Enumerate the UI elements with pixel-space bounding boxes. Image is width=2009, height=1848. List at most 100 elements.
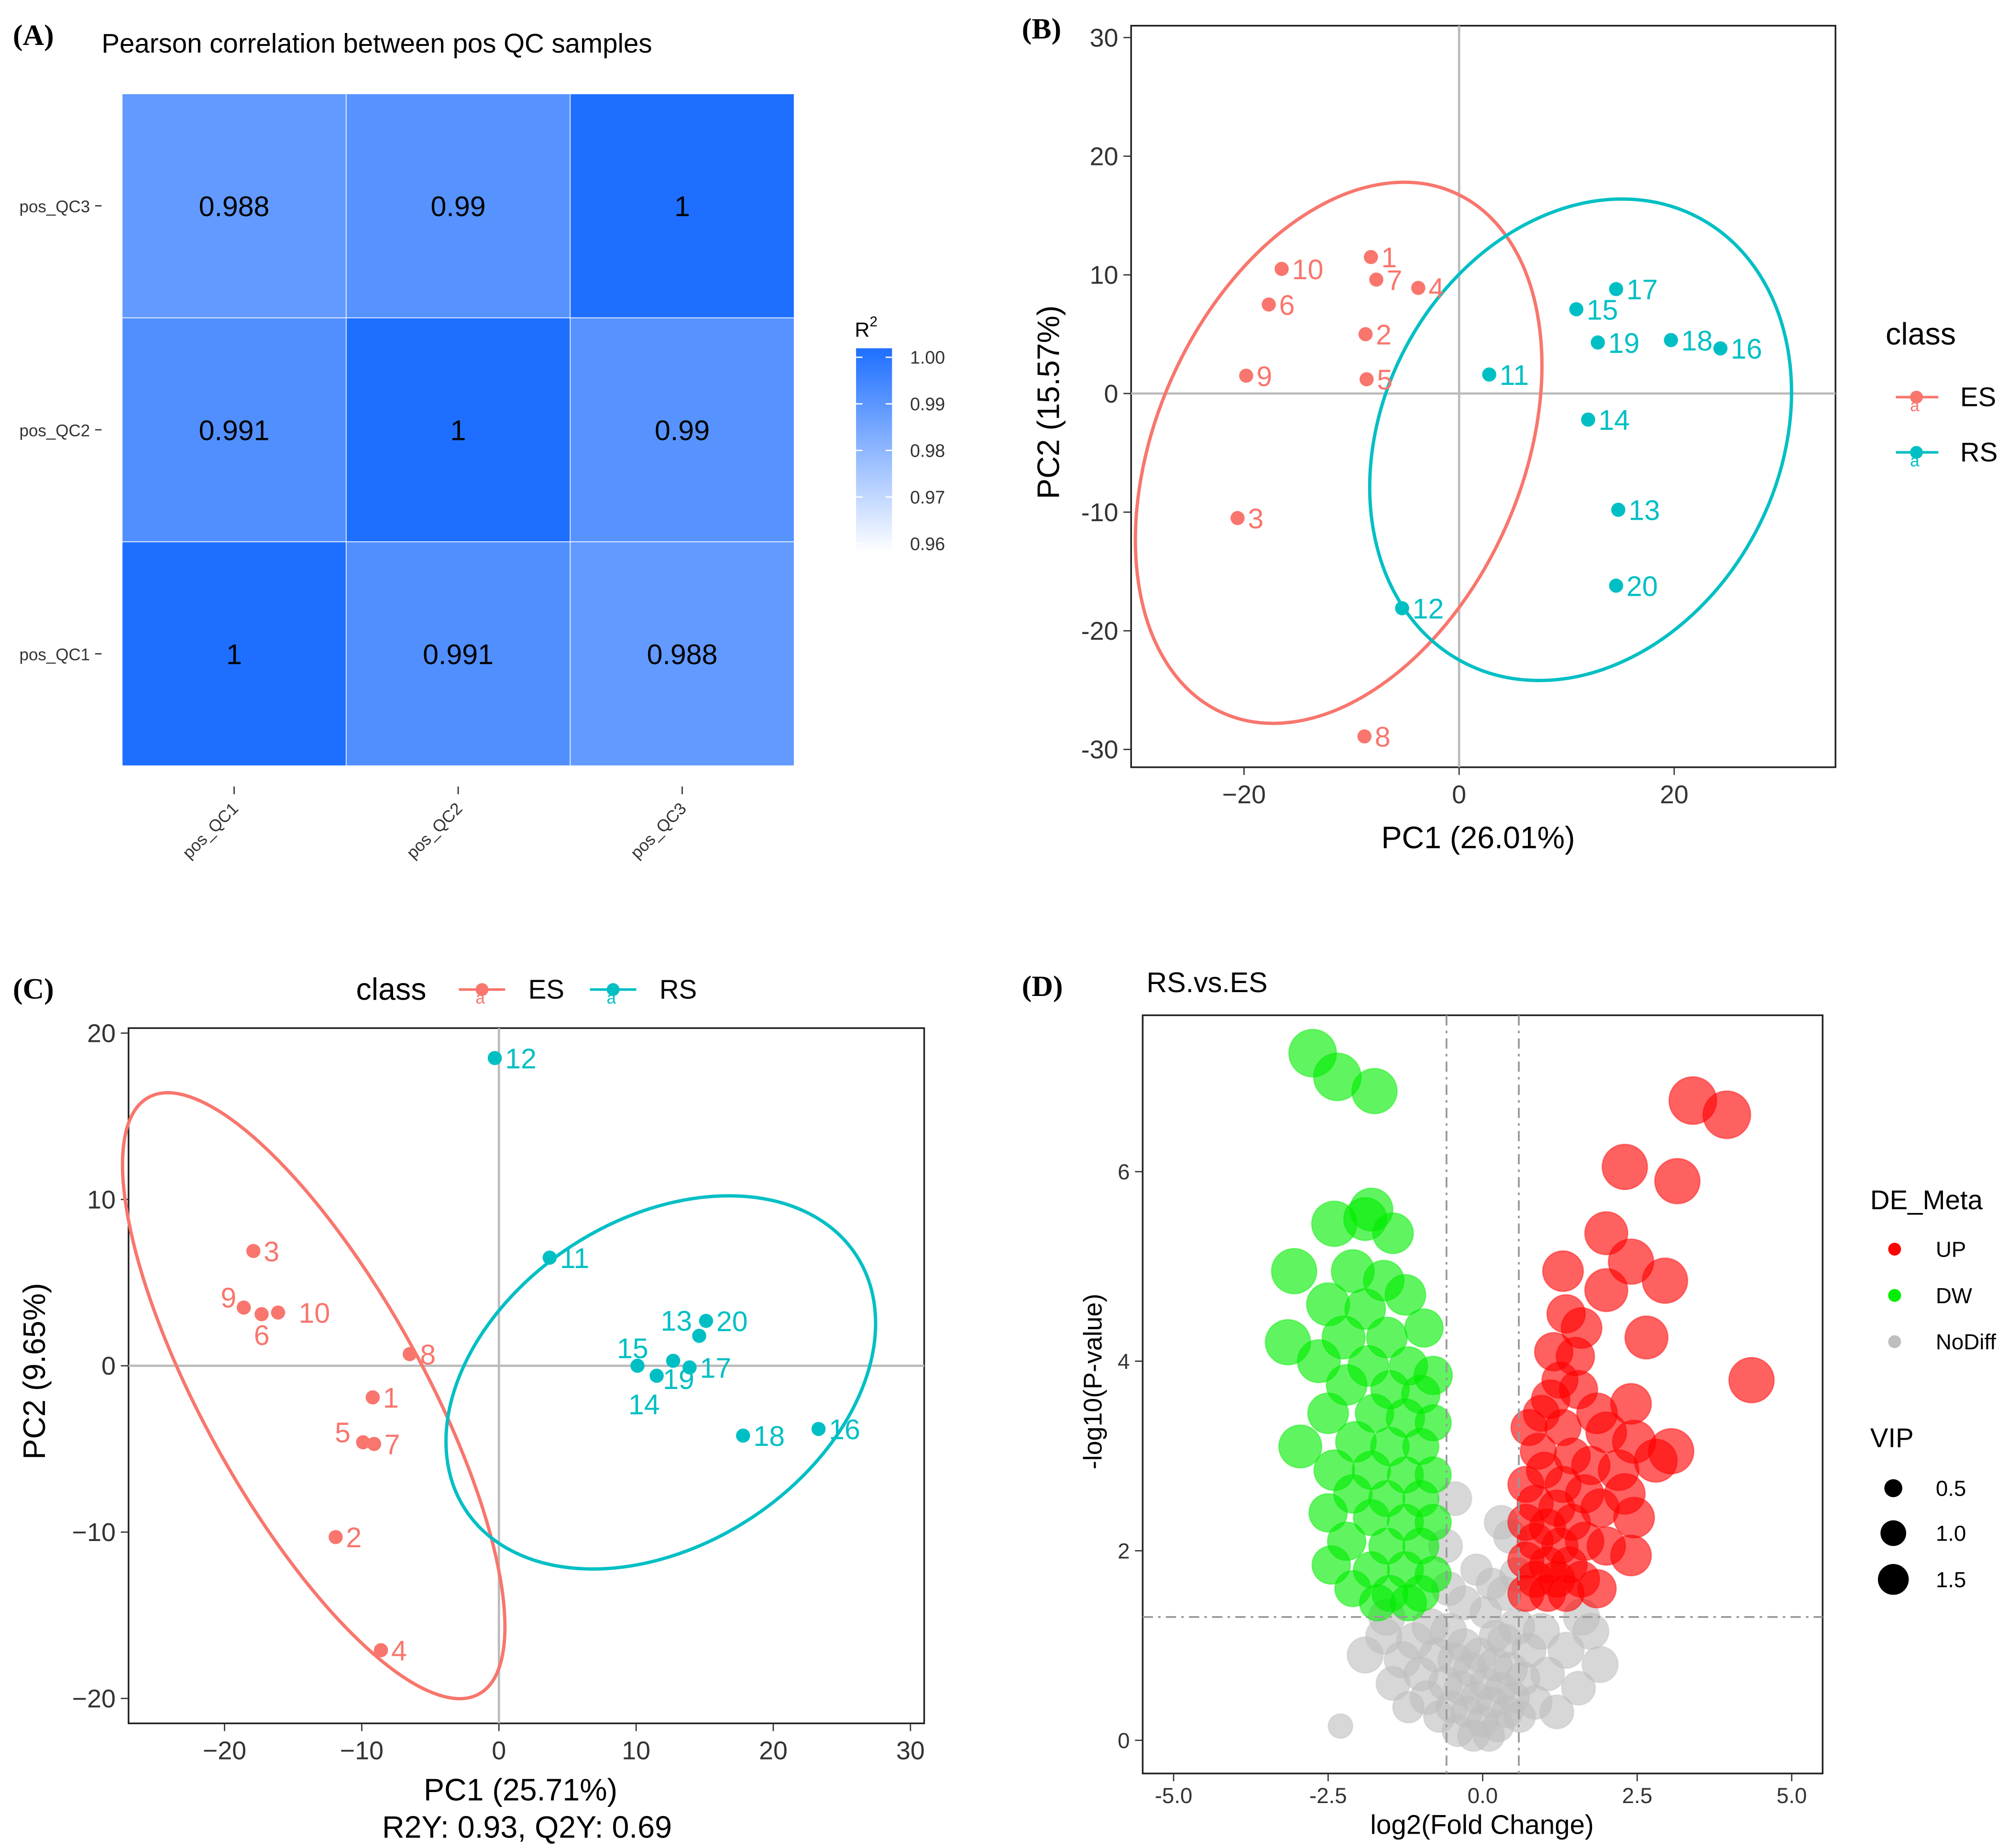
sample-point-rs bbox=[1591, 335, 1605, 350]
sample-label: 17 bbox=[1626, 273, 1658, 306]
vip-legend-1-5: 1.5 bbox=[1877, 1564, 1966, 1595]
legend-dot bbox=[1888, 1289, 1901, 1302]
sample-label: 2 bbox=[346, 1521, 362, 1553]
metabolite-point-dw bbox=[1404, 1308, 1444, 1348]
vip-label-1-0: 1.0 bbox=[1936, 1521, 1966, 1546]
x-tick-label: 10 bbox=[622, 1737, 650, 1765]
pca-c-y-axis-title: PC2 (9.65%) bbox=[17, 1283, 52, 1459]
legend-size-dot bbox=[1880, 1520, 1907, 1546]
legend-size-dot bbox=[1877, 1564, 1909, 1595]
y-tick-label: 20 bbox=[87, 1019, 116, 1048]
sample-label: 3 bbox=[263, 1236, 279, 1268]
heatmap-y-tick-label: pos_QC1 bbox=[20, 645, 90, 664]
y-tick-label: −10 bbox=[72, 1518, 116, 1547]
colorbar: 1.00 0.99 0.98 0.97 0.96 bbox=[856, 348, 945, 554]
heatmap-cell bbox=[570, 317, 795, 542]
metabolite-point-dw bbox=[1351, 1068, 1398, 1115]
heatmap-cell-value: 0.991 bbox=[423, 638, 494, 670]
sample-label: 18 bbox=[1681, 325, 1713, 357]
sample-point-es bbox=[403, 1347, 417, 1361]
sample-label: 9 bbox=[1256, 360, 1272, 392]
legend-dot bbox=[1910, 446, 1923, 459]
pca-c-x-axis-title: PC1 (25.71%) bbox=[424, 1773, 617, 1807]
sample-label: 5 bbox=[335, 1416, 351, 1448]
metabolite-point-up bbox=[1634, 1438, 1678, 1483]
metabolite-point-nodiff bbox=[1328, 1713, 1353, 1739]
legend-key-glyph: a bbox=[607, 989, 616, 1007]
legend-key-glyph: a bbox=[1910, 452, 1920, 470]
sample-point-rs bbox=[736, 1428, 750, 1443]
confidence-ellipse-es bbox=[121, 1091, 507, 1701]
heatmap-cell bbox=[346, 93, 571, 318]
x-tick-label: −20 bbox=[203, 1737, 246, 1765]
heatmap-title: Pearson correlation between pos QC sampl… bbox=[101, 28, 652, 58]
panel-a-label: (A) bbox=[13, 19, 54, 52]
heatmap-cell-value: 0.991 bbox=[199, 414, 270, 446]
sample-point-es bbox=[1358, 327, 1373, 341]
heatmap-y-tick-label: pos_QC2 bbox=[20, 421, 90, 440]
legend-key-glyph: a bbox=[475, 989, 485, 1007]
sample-point-es bbox=[365, 1390, 380, 1405]
pca-c-legend-rs: a RS bbox=[590, 974, 697, 1007]
sample-label: 18 bbox=[753, 1420, 785, 1452]
metabolite-point-up bbox=[1624, 1315, 1669, 1360]
sample-label: 14 bbox=[628, 1389, 660, 1421]
x-tick-label: -2.5 bbox=[1309, 1783, 1347, 1808]
heatmap-y-labels: pos_QC1 pos_QC2 pos_QC3 bbox=[20, 197, 102, 664]
metabolite-point-up bbox=[1602, 1143, 1648, 1191]
metabolite-point-up bbox=[1702, 1090, 1752, 1139]
sample-label: 16 bbox=[829, 1413, 860, 1445]
heatmap-cell-value: 1 bbox=[450, 414, 466, 446]
sample-label: 7 bbox=[1386, 264, 1402, 296]
sample-point-rs bbox=[1569, 302, 1584, 317]
panel-d-label: (D) bbox=[1022, 970, 1063, 1003]
volcano-legend-nodiff: NoDiff bbox=[1888, 1330, 1996, 1354]
heatmap-cell bbox=[121, 317, 347, 542]
y-tick-label: 6 bbox=[1118, 1160, 1130, 1184]
metabolite-point-dw bbox=[1390, 1584, 1427, 1622]
vip-label-1-5: 1.5 bbox=[1936, 1567, 1966, 1592]
vip-label-0-5: 0.5 bbox=[1936, 1476, 1966, 1501]
volcano-plot: -5.0 -2.5 0.0 2.5 5.0 0 2 4 6 bbox=[1118, 1014, 1824, 1808]
x-tick-label: 30 bbox=[896, 1737, 925, 1765]
y-tick-label: 0 bbox=[1118, 1728, 1130, 1753]
volcano-legend-up: UP bbox=[1888, 1237, 1966, 1262]
sample-label: 2 bbox=[1376, 318, 1392, 350]
heatmap-y-tick-label: pos_QC3 bbox=[20, 197, 90, 216]
sample-point-rs bbox=[682, 1360, 697, 1375]
legend-dot bbox=[1910, 391, 1923, 404]
metabolite-point-up bbox=[1654, 1158, 1701, 1204]
sample-point-rs bbox=[666, 1354, 681, 1368]
metabolite-point-up bbox=[1577, 1569, 1617, 1609]
sample-label: 8 bbox=[1375, 721, 1391, 753]
sample-point-es bbox=[1359, 372, 1374, 386]
sample-label: 16 bbox=[1731, 333, 1762, 365]
metabolite-point-dw bbox=[1308, 1493, 1348, 1533]
sample-point-rs bbox=[487, 1051, 502, 1065]
volcano-title: RS.vs.ES bbox=[1147, 966, 1268, 998]
sample-point-es bbox=[373, 1643, 388, 1658]
panel-b-label: (B) bbox=[1022, 13, 1061, 45]
metabolite-point-up bbox=[1642, 1257, 1689, 1304]
sample-label: 13 bbox=[1628, 494, 1660, 526]
sample-label: 1 bbox=[383, 1382, 399, 1414]
sample-point-rs bbox=[692, 1329, 706, 1343]
colorbar-tick-label: 0.98 bbox=[910, 441, 945, 461]
pca-c-legend: class a ES a RS bbox=[356, 972, 697, 1007]
heatmap-cell-value: 0.988 bbox=[647, 638, 718, 670]
sample-label: 4 bbox=[1428, 273, 1444, 305]
legend-label-dw: DW bbox=[1936, 1283, 1972, 1308]
sample-point-es bbox=[1262, 297, 1276, 312]
x-tick-label: 20 bbox=[1660, 780, 1689, 809]
panel-c: (C) class a ES a RS −20 −10 0 10 20 30 20 10 0 −1… bbox=[13, 972, 925, 1845]
legend-key-glyph: a bbox=[1910, 396, 1920, 415]
pca-b-legend-es: a ES bbox=[1896, 382, 1996, 415]
y-tick-label: 0 bbox=[101, 1352, 116, 1380]
x-tick-label: -5.0 bbox=[1155, 1783, 1193, 1808]
metabolite-point-up bbox=[1728, 1356, 1775, 1404]
sample-point-es bbox=[1230, 511, 1245, 525]
y-tick-label: 30 bbox=[1090, 23, 1119, 52]
